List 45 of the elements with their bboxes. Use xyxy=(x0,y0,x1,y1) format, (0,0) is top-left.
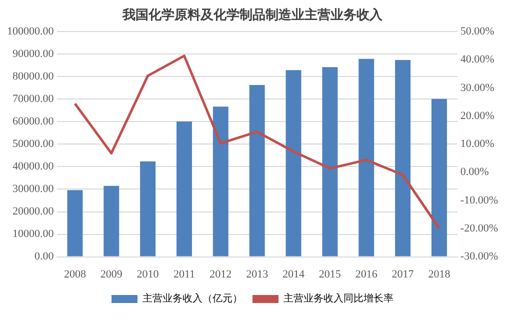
legend-label: 主营业务收入同比增长率 xyxy=(284,292,394,305)
bar xyxy=(176,121,192,256)
x-tick-label: 2008 xyxy=(64,268,86,280)
y2-tick-label: 40.00% xyxy=(460,54,494,66)
x-tick-label: 2010 xyxy=(136,268,160,280)
y2-tick-label: 20.00% xyxy=(460,110,494,122)
x-tick-label: 2014 xyxy=(282,268,306,280)
legend-label: 主营业务收入（亿元） xyxy=(142,292,242,305)
bar xyxy=(140,161,156,256)
y-tick-label: 90000.00 xyxy=(12,48,54,60)
y2-tick-label: 50.00% xyxy=(460,25,494,38)
x-tick-label: 2017 xyxy=(392,268,414,280)
y-tick-label: 100000.00 xyxy=(7,25,54,38)
y2-tick-label: -20.00% xyxy=(460,222,498,235)
bar xyxy=(249,84,265,256)
x-tick-label: 2016 xyxy=(355,268,378,280)
bar xyxy=(358,58,374,256)
y-tick-label: 60000.00 xyxy=(12,116,54,128)
y2-tick-label: -30.00% xyxy=(460,250,498,263)
x-tick-label: 2009 xyxy=(100,268,123,280)
bar xyxy=(395,60,411,256)
chart-title: 我国化学原料及化学制品制造业主营业务收入 xyxy=(122,7,384,24)
x-tick-label: 2011 xyxy=(173,268,196,280)
y-tick-label: 30000.00 xyxy=(12,183,54,196)
y-tick-label: 80000.00 xyxy=(12,70,54,83)
y-tick-label: 50000.00 xyxy=(12,138,54,150)
bar xyxy=(431,98,447,256)
bar xyxy=(104,186,120,256)
x-tick-label: 2012 xyxy=(210,268,232,280)
x-tick-label: 2015 xyxy=(318,268,342,280)
x-tick-label: 2013 xyxy=(246,268,269,280)
y-tick-label: 10000.00 xyxy=(12,228,54,240)
bar xyxy=(67,190,83,256)
y-tick-label: 70000.00 xyxy=(12,93,54,106)
y2-tick-label: 10.00% xyxy=(460,138,494,150)
y-tick-label: 20000.00 xyxy=(12,206,54,218)
y2-tick-label: -10.00% xyxy=(460,194,498,206)
y-tick-label: 0.00 xyxy=(34,250,54,263)
bar xyxy=(286,70,302,256)
x-tick-label: 2018 xyxy=(428,268,451,280)
y2-tick-label: 0.00% xyxy=(460,166,489,178)
bar xyxy=(322,67,338,256)
bar xyxy=(212,106,228,256)
y-tick-label: 40000.00 xyxy=(12,160,54,173)
y2-tick-label: 30.00% xyxy=(460,82,494,94)
